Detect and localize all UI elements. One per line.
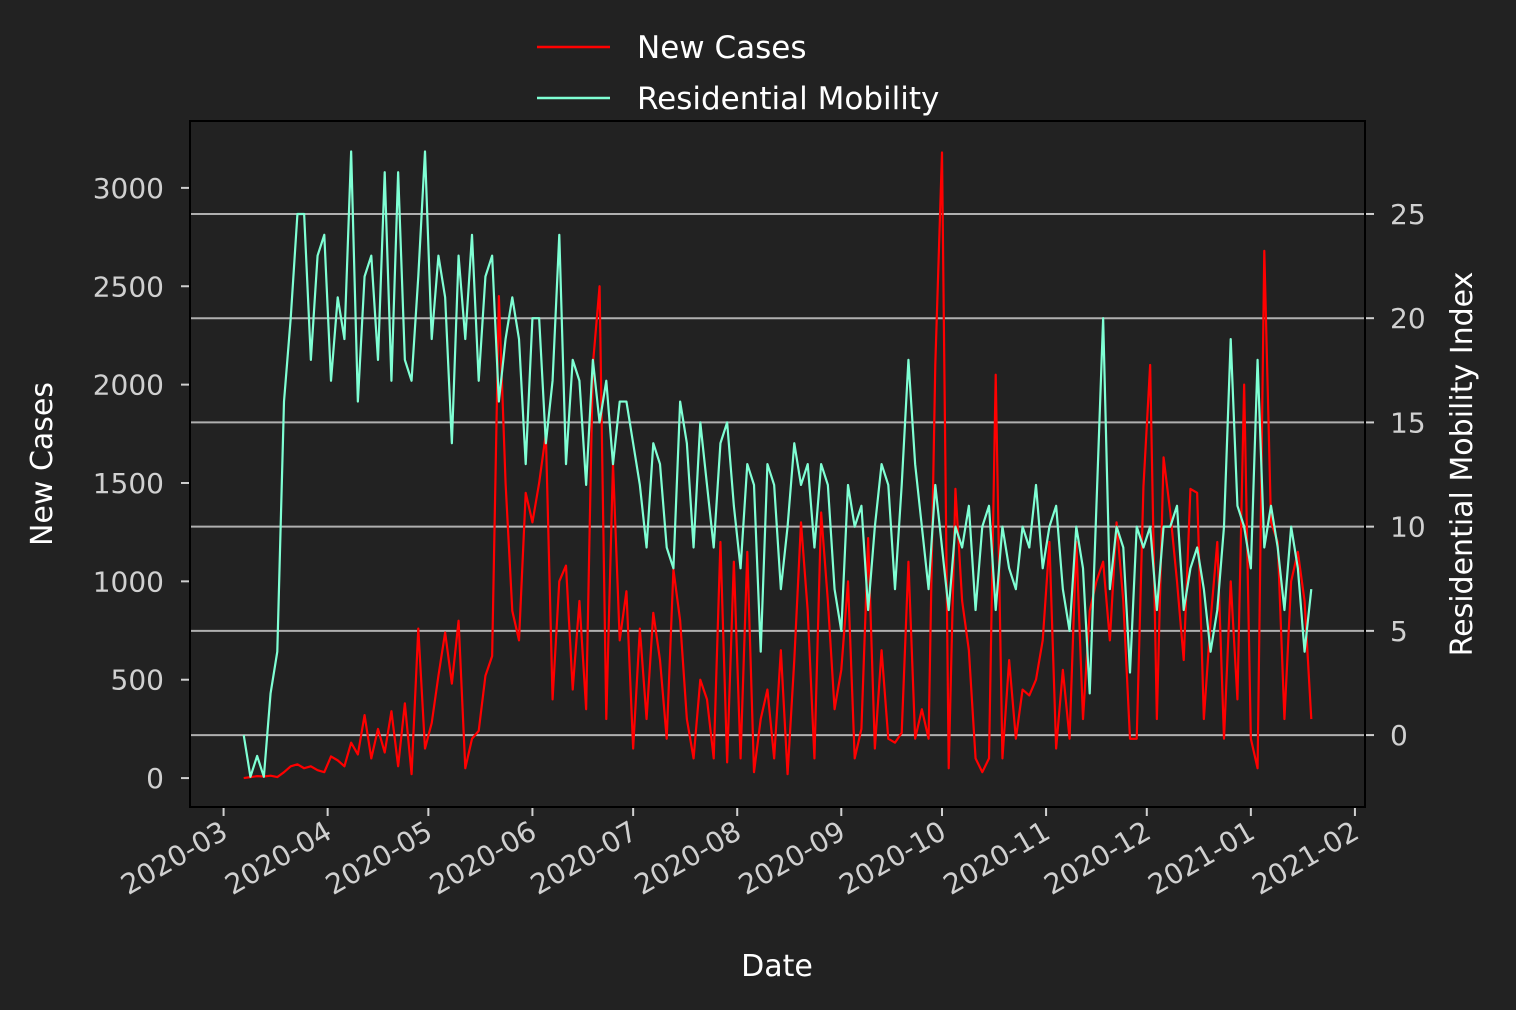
y-tick-label: 500 xyxy=(111,664,164,697)
plot-frame xyxy=(189,120,1366,808)
y-tick-label: 0 xyxy=(146,762,164,795)
y2-tick-label: 10 xyxy=(1390,511,1426,544)
y2-tick-label: 20 xyxy=(1390,302,1426,335)
y-tick-label: 1500 xyxy=(93,467,164,500)
data-line xyxy=(243,151,1313,780)
legend-label: Residential Mobility xyxy=(637,81,939,117)
legend-label: New Cases xyxy=(637,30,807,66)
y2-tick-label: 5 xyxy=(1390,615,1408,648)
y2-tick-label: 0 xyxy=(1390,719,1408,752)
data-line xyxy=(242,150,1313,778)
y2-tick-label: 25 xyxy=(1390,198,1426,231)
y-tick-label: 3000 xyxy=(93,172,164,205)
x-axis-label: Date xyxy=(741,949,813,984)
y-tick-label: 2500 xyxy=(93,270,164,303)
y-tick-label: 2000 xyxy=(93,369,164,402)
y2-tick-label: 15 xyxy=(1390,406,1426,439)
y-tick-label: 1000 xyxy=(93,565,164,598)
y2-axis-label: Residential Mobility Index xyxy=(1445,272,1480,657)
y-axis-label: New Cases xyxy=(25,382,60,546)
